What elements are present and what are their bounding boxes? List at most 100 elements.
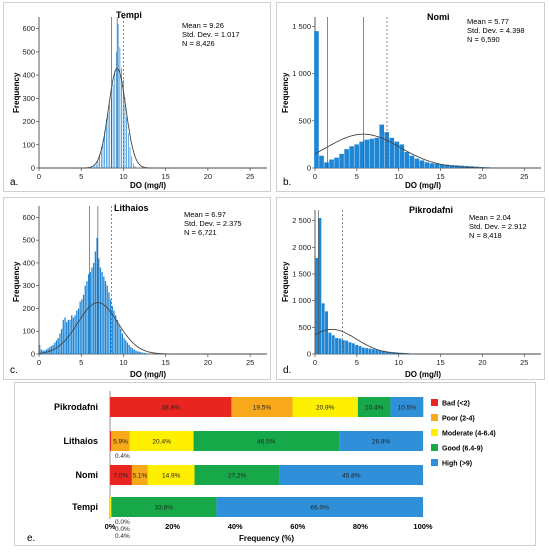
x-axis-label: Frequency (%)	[239, 534, 294, 543]
stacked-segment	[110, 431, 111, 451]
x-tick-label: 0	[37, 172, 41, 181]
x-tick-label: 15	[161, 172, 169, 181]
chart-title: Lithaios	[114, 203, 149, 213]
stats-box: Mean = 2.04 Std. Dev. = 2.912 N = 8,418	[469, 213, 527, 240]
histogram-bar	[359, 346, 362, 354]
histogram-bar	[338, 339, 341, 354]
histogram-bar	[73, 318, 74, 354]
segment-label: 26.8%	[372, 439, 391, 446]
y-tick-label: 200	[22, 117, 35, 126]
histogram-bar	[335, 338, 338, 354]
histogram-bar	[374, 138, 379, 168]
histogram-bar	[144, 353, 145, 354]
histogram-bar	[125, 340, 126, 354]
segment-callout-label: 0.0%	[115, 519, 130, 526]
histogram-bar	[122, 334, 123, 354]
histogram-bar	[315, 258, 318, 354]
histogram-bar	[91, 267, 92, 354]
histogram-bar	[342, 340, 345, 354]
histogram-bar	[78, 308, 79, 354]
y-tick-label: 500	[298, 323, 311, 332]
x-tick-label: 25	[520, 358, 528, 367]
segment-label: 20.4%	[152, 439, 171, 446]
legend-swatch	[431, 444, 438, 451]
y-tick-label: 100	[22, 327, 35, 336]
histogram-bar	[71, 315, 72, 354]
histogram-bar	[100, 267, 101, 354]
histogram-bar	[142, 353, 143, 354]
x-tick-label: 25	[246, 172, 254, 181]
histogram-bar	[61, 329, 62, 354]
y-tick-label: 300	[22, 281, 35, 290]
x-tick-label: 100%	[413, 522, 433, 531]
histogram-bar	[108, 112, 109, 168]
y-tick-label: 500	[298, 116, 311, 125]
panel-label: e.	[27, 533, 35, 544]
x-tick-label: 40%	[228, 522, 243, 531]
legend-swatch	[431, 414, 438, 421]
y-tick-label: 0	[307, 164, 311, 173]
normal-curve	[39, 68, 267, 168]
x-axis-label: DO (mg/l)	[405, 181, 441, 190]
histogram-bar	[415, 159, 420, 168]
stacked-segment	[110, 497, 111, 517]
histogram-bar	[132, 348, 133, 354]
y-tick-label: 0	[31, 164, 35, 173]
y-tick-label: 2 000	[292, 243, 311, 252]
x-tick-label: 10	[119, 172, 127, 181]
y-tick-label: 1 500	[292, 270, 311, 279]
x-tick-label: 15	[161, 358, 169, 367]
histogram-bar	[352, 343, 355, 354]
histogram-bar	[126, 117, 127, 168]
histogram-bar	[365, 348, 368, 354]
segment-label: 33.6%	[155, 505, 174, 512]
x-tick-label: 20	[204, 358, 212, 367]
histogram-bar	[113, 84, 114, 168]
histogram-bar	[339, 154, 344, 168]
histogram-bar	[139, 352, 140, 354]
y-axis-label: Frequency	[281, 73, 290, 113]
x-tick-label: 0%	[105, 522, 116, 531]
histogram-bar	[110, 299, 111, 354]
stat-n: N = 6,721	[184, 228, 242, 237]
segment-label: 66.0%	[310, 505, 329, 512]
x-tick-label: 25	[246, 358, 254, 367]
segment-label: 45.8%	[342, 473, 361, 480]
histogram-bar	[69, 320, 70, 354]
y-axis-label: Frequency	[281, 262, 290, 302]
panel-label: a.	[10, 177, 18, 188]
histogram-bar	[109, 105, 110, 168]
histogram-bar	[348, 342, 351, 354]
x-tick-label: 20%	[165, 522, 180, 531]
histogram-bar	[83, 295, 84, 354]
histogram-bar	[325, 311, 328, 354]
histogram-bar	[86, 281, 87, 354]
histogram-bar	[369, 349, 372, 354]
category-label: Tempi	[72, 502, 98, 512]
segment-label: 20.9%	[316, 405, 335, 412]
histogram-bar	[131, 156, 132, 168]
histogram-bar	[98, 258, 99, 354]
y-tick-label: 0	[31, 350, 35, 359]
segment-label: 46.5%	[257, 439, 276, 446]
y-tick-label: 500	[22, 47, 35, 56]
y-tick-label: 1 000	[292, 296, 311, 305]
category-label: Pikrodafni	[54, 402, 98, 412]
y-tick-label: 300	[22, 94, 35, 103]
histogram-bar	[94, 166, 95, 168]
chart-title: Tempi	[116, 10, 142, 20]
histogram-bar	[425, 162, 430, 168]
histogram-bar	[101, 272, 102, 354]
stats-box: Mean = 9.26 Std. Dev. = 1.017 N = 8,426	[182, 21, 240, 48]
x-tick-label: 0	[313, 172, 317, 181]
category-label: Lithaios	[63, 436, 98, 446]
stat-mean: Mean = 6.97	[184, 210, 242, 219]
histogram-bar	[93, 263, 94, 354]
y-axis-label: Frequency	[12, 262, 21, 302]
stats-box: Mean = 5.77 Std. Dev. = 4.398 N = 6,590	[467, 17, 525, 44]
segment-label: 19.5%	[253, 405, 272, 412]
x-tick-label: 20	[478, 358, 486, 367]
